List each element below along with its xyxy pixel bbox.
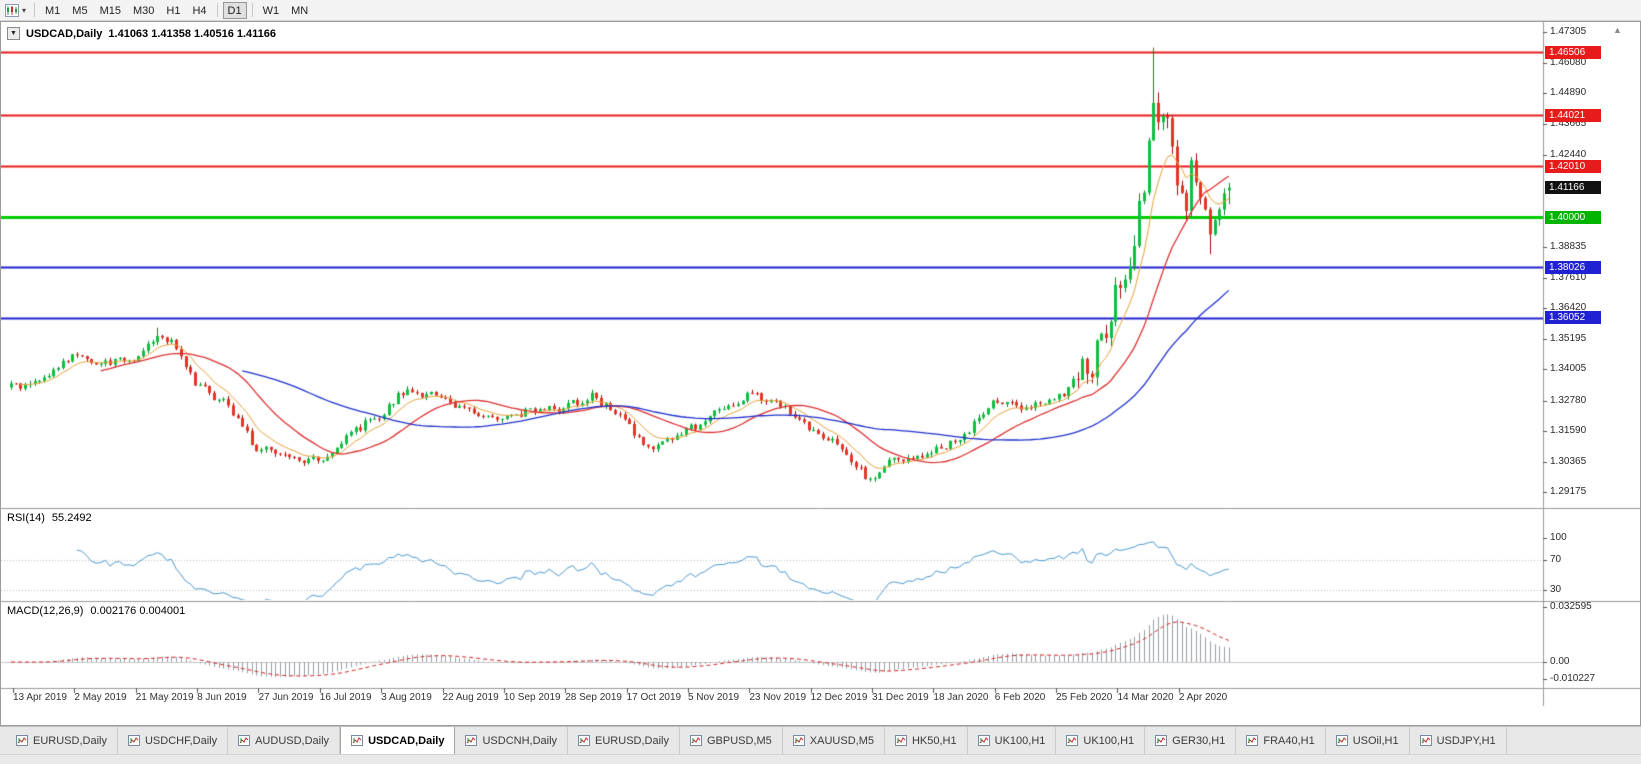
chart-icon [578,735,591,746]
tab-fra40-h1[interactable]: FRA40,H1 [1236,727,1326,754]
tab-label: FRA40,H1 [1263,734,1315,747]
toolbar-separator [34,3,36,17]
scroll-up-icon[interactable]: ▲ [1613,25,1622,35]
chart-title: ▼ USDCAD,Daily 1.41063 1.41358 1.40516 1… [7,27,276,40]
toolbar-separator [251,3,253,17]
rsi-value: 55.2492 [51,512,92,524]
tab-label: UK100,H1 [1083,734,1135,747]
chevron-down-icon[interactable]: ▾ [22,5,27,15]
chart-icon [351,735,364,746]
timeframe-group: M1 M5 M15 M30 H1 H4 D1 W1 MN [39,1,314,19]
tab-usdcnh-daily[interactable]: USDCNH,Daily [455,727,569,754]
chart-icon [1335,735,1348,746]
chart-icon [1066,735,1079,746]
chart-icon [16,735,28,746]
chart-window: ▼ USDCAD,Daily 1.41063 1.41358 1.40516 1… [0,21,1641,726]
timeframe-h1-button[interactable]: H1 [166,4,181,17]
tab-label: USDCHF,Daily [144,734,218,747]
timeframe-m1-button[interactable]: M1 [45,4,61,17]
timeframe-m5-button[interactable]: M5 [72,4,88,17]
tab-label: HK50,H1 [911,734,957,747]
tab-label: EURUSD,Daily [33,734,107,747]
tab-xauusd-m5[interactable]: XAUUSD,M5 [783,727,885,754]
tab-label: AUDUSD,Daily [255,734,330,747]
chart-symbol-label: USDCAD,Daily [26,27,103,40]
rsi-label: RSI(14) [7,512,45,524]
tab-eurusd-daily[interactable]: EURUSD,Daily [568,727,680,754]
chart-icon [127,735,140,746]
tab-label: USDCNH,Daily [482,734,558,747]
tab-label: USOil,H1 [1352,734,1399,747]
tab-usdcad-daily[interactable]: USDCAD,Daily [340,727,456,754]
tab-label: UK100,H1 [994,734,1046,747]
tab-usoil-h1[interactable]: USOil,H1 [1326,727,1410,754]
chart-type-icon[interactable] [5,3,19,17]
tab-eurusd-daily[interactable]: EURUSD,Daily [6,727,118,754]
rsi-header: RSI(14) 55.2492 [7,512,92,524]
collapse-button[interactable]: ▼ [7,27,20,40]
tab-gbpusd-m5[interactable]: GBPUSD,M5 [680,727,783,754]
chart-ohlc-values: 1.41063 1.41358 1.40516 1.41166 [108,27,277,40]
timeframe-d1-button[interactable]: D1 [222,1,247,19]
tab-ger30-h1[interactable]: GER30,H1 [1145,727,1237,754]
timeframe-mn-button[interactable]: MN [291,4,309,17]
tab-label: GBPUSD,M5 [707,734,772,747]
tab-label: XAUUSD,M5 [809,734,874,747]
timeframe-h4-button[interactable]: H4 [192,4,207,17]
tab-label: GER30,H1 [1172,734,1226,747]
tab-usdchf-daily[interactable]: USDCHF,Daily [118,727,229,754]
tab-usdjpy-h1[interactable]: USDJPY,H1 [1410,727,1507,754]
macd-label: MACD(12,26,9) [7,605,84,617]
macd-values: 0.002176 0.004001 [90,605,186,617]
chart-icon [1246,735,1259,746]
tab-audusd-daily[interactable]: AUDUSD,Daily [228,727,341,754]
tab-label: USDJPY,H1 [1436,734,1496,747]
chart-icon [1155,735,1168,746]
chart-icon [465,735,478,746]
macd-header: MACD(12,26,9) 0.002176 0.004001 [7,605,185,617]
status-bar [0,754,1641,764]
toolbar-separator [216,3,218,17]
chart-icon [238,735,251,746]
chart-tab-bar: EURUSD,Daily USDCHF,Daily AUDUSD,Daily USDC… [0,726,1641,754]
chart-icon [792,735,805,746]
timeframe-w1-button[interactable]: W1 [262,4,280,17]
toolbar: ▾ M1 M5 M15 M30 H1 H4 D1 W1 MN [0,0,1641,21]
chart-canvas[interactable] [1,22,1640,725]
tab-label: EURUSD,Daily [595,734,669,747]
chart-icon [977,735,990,746]
timeframe-m15-button[interactable]: M15 [99,4,121,17]
tab-uk100-h1[interactable]: UK100,H1 [1056,727,1146,754]
chart-icon [1419,735,1432,746]
timeframe-m30-button[interactable]: M30 [132,4,155,17]
tab-hk50-h1[interactable]: HK50,H1 [885,727,968,754]
chart-icon [690,735,702,746]
chart-icon [894,735,907,746]
tab-uk100-h1[interactable]: UK100,H1 [968,727,1057,754]
tab-label: USDCAD,Daily [368,734,445,747]
